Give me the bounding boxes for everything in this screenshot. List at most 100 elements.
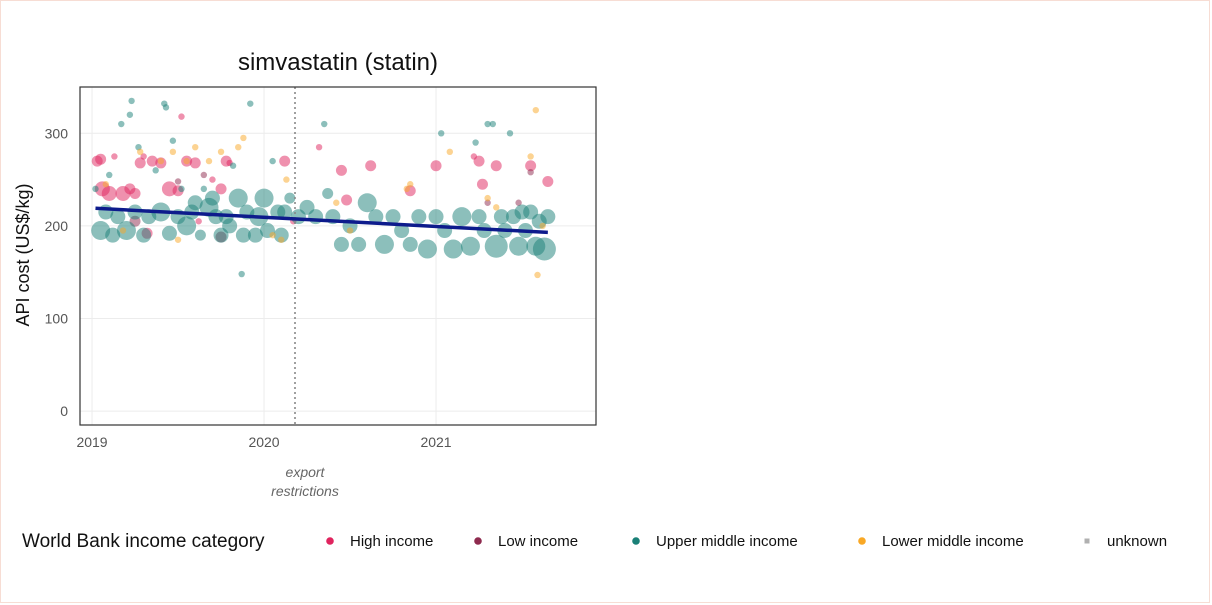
y-axis-label: API cost (US$/kg)	[13, 183, 33, 326]
data-point	[509, 236, 529, 256]
data-point	[539, 222, 546, 230]
data-point	[490, 160, 502, 172]
data-point	[129, 187, 141, 199]
data-point	[532, 106, 539, 114]
data-point	[428, 209, 444, 225]
x-tick-label: 2021	[420, 434, 451, 450]
data-point	[284, 192, 296, 204]
data-point	[385, 209, 401, 225]
data-point	[106, 171, 113, 179]
data-point	[540, 209, 556, 225]
y-tick-label: 200	[45, 218, 69, 234]
data-point	[174, 178, 182, 185]
data-point	[452, 207, 472, 227]
data-point	[273, 227, 289, 243]
data-point	[351, 236, 367, 252]
vline-annotation-line1: export	[286, 464, 326, 480]
data-point	[169, 137, 177, 144]
data-point	[161, 225, 177, 241]
data-point	[346, 227, 354, 234]
data-point	[283, 176, 290, 183]
data-point	[365, 160, 377, 172]
data-point	[407, 181, 414, 188]
data-point	[254, 188, 274, 208]
data-point	[493, 209, 509, 225]
data-point	[247, 227, 263, 243]
legend-label: High income	[350, 533, 433, 550]
data-point	[484, 199, 491, 206]
data-point	[183, 157, 190, 165]
data-point	[525, 160, 537, 172]
data-points	[91, 97, 556, 279]
data-point	[417, 239, 437, 259]
data-point	[134, 157, 146, 169]
data-point	[162, 104, 170, 111]
data-point	[137, 148, 144, 156]
data-point	[333, 199, 340, 206]
data-point	[105, 227, 121, 243]
data-point	[95, 153, 107, 165]
data-point	[315, 143, 323, 151]
axis-ticks: 0 100 200 300 2019 2020 2021	[45, 125, 452, 450]
data-point	[484, 194, 491, 202]
data-point	[542, 175, 554, 187]
legend-title: World Bank income category	[22, 531, 265, 552]
data-point	[443, 239, 463, 259]
data-point	[128, 97, 135, 105]
data-point	[174, 236, 182, 243]
data-point	[169, 148, 177, 156]
data-point	[322, 187, 334, 199]
data-point	[269, 157, 276, 165]
data-point	[209, 176, 216, 183]
data-point	[532, 237, 556, 261]
data-point	[438, 130, 445, 137]
legend-key-unknown	[1084, 538, 1090, 544]
data-point	[527, 168, 534, 176]
data-point	[92, 185, 99, 193]
data-point	[111, 153, 118, 160]
y-tick-label: 300	[45, 125, 69, 141]
grid-lines	[80, 87, 596, 425]
data-point	[140, 153, 147, 160]
data-point	[472, 139, 479, 146]
data-point	[493, 204, 500, 211]
data-point	[279, 155, 291, 167]
data-point	[215, 183, 227, 195]
data-point	[228, 188, 248, 208]
data-point	[515, 199, 522, 206]
data-point	[229, 162, 237, 169]
legend-label: Lower middle income	[882, 533, 1024, 550]
data-point	[374, 234, 394, 254]
data-point	[321, 120, 328, 128]
y-tick-label: 100	[45, 311, 69, 327]
data-point	[335, 164, 347, 176]
data-point	[189, 157, 201, 169]
data-point	[277, 204, 293, 220]
data-point	[222, 218, 238, 234]
legend-label: Low income	[498, 533, 578, 550]
trend-line	[95, 206, 548, 235]
plot-border	[79, 86, 597, 426]
data-point	[534, 271, 541, 279]
data-point	[402, 236, 418, 252]
data-point	[146, 155, 158, 167]
chart-title: simvastatin (statin)	[238, 49, 438, 76]
legend-key	[474, 537, 482, 545]
data-point	[200, 185, 208, 193]
x-tick-label: 2020	[248, 434, 279, 450]
data-point	[357, 193, 377, 213]
data-point	[460, 236, 480, 256]
legend-key	[858, 537, 866, 545]
legend-label: Upper middle income	[656, 533, 798, 550]
data-point	[126, 111, 134, 118]
legend: World Bank income category High income Lo…	[22, 531, 1167, 552]
x-tick-label: 2019	[76, 434, 107, 450]
data-point	[101, 185, 117, 201]
data-point	[119, 227, 127, 234]
data-point	[187, 195, 203, 211]
data-point	[446, 148, 453, 156]
data-point	[152, 167, 159, 174]
data-point	[235, 143, 242, 151]
